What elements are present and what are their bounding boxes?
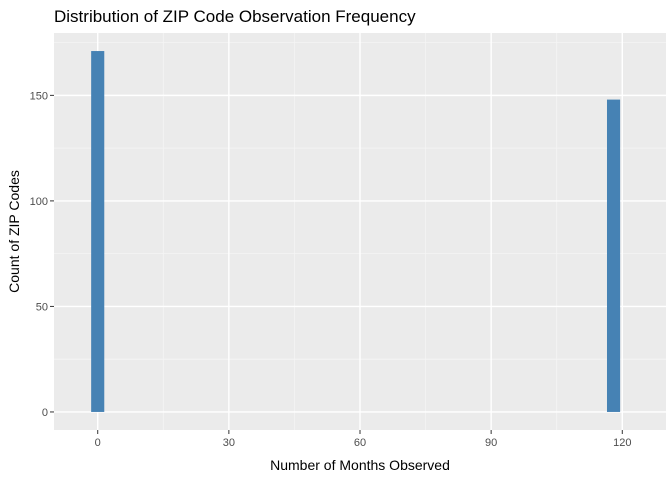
x-tick-label: 120 <box>613 437 631 449</box>
x-tick-label: 60 <box>354 437 366 449</box>
chart-title: Distribution of ZIP Code Observation Fre… <box>54 7 416 26</box>
x-axis-title: Number of Months Observed <box>270 457 450 473</box>
x-tick-label: 30 <box>223 437 235 449</box>
y-axis-title: Count of ZIP Codes <box>6 170 22 293</box>
y-tick-label: 100 <box>30 196 48 208</box>
bars <box>91 51 621 412</box>
x-tick-label: 0 <box>95 437 101 449</box>
bar <box>606 99 621 412</box>
bar <box>91 51 105 412</box>
y-tick-label: 0 <box>42 407 48 419</box>
x-axis-ticks: 0 30 60 90 120 <box>95 430 631 449</box>
y-axis-ticks: 0 50 100 150 <box>30 90 54 419</box>
x-tick-label: 90 <box>485 437 497 449</box>
y-tick-label: 50 <box>36 301 48 313</box>
y-tick-label: 150 <box>30 90 48 102</box>
